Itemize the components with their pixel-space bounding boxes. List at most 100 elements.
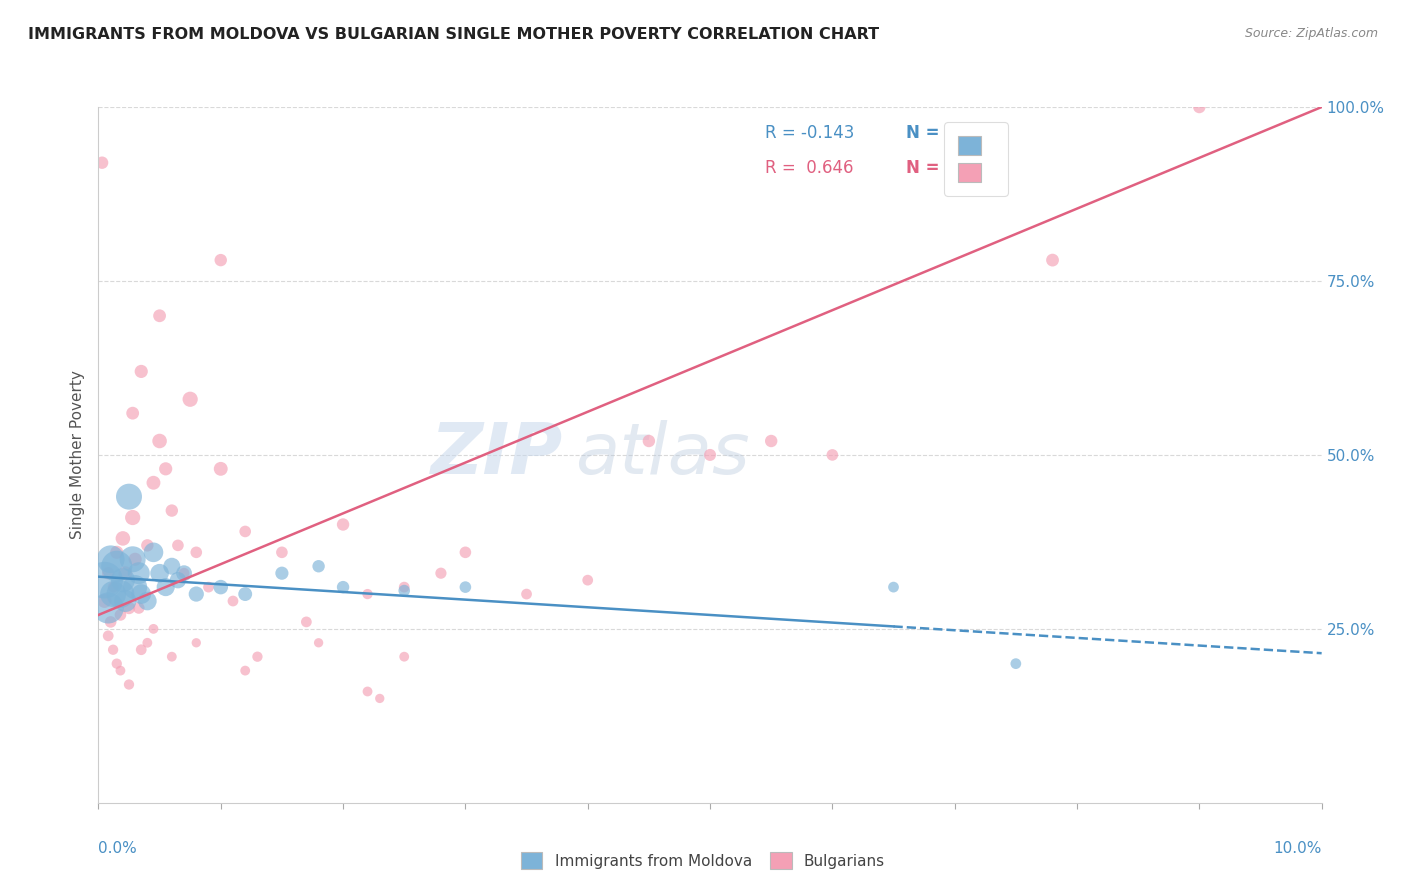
Point xyxy=(516,587,538,601)
Point xyxy=(111,532,134,546)
Legend: , : , xyxy=(945,122,1008,196)
Point xyxy=(101,642,124,657)
Point xyxy=(186,545,208,559)
Point xyxy=(186,636,208,650)
Point xyxy=(110,587,132,601)
Point xyxy=(121,510,143,524)
Point xyxy=(356,587,378,601)
Point xyxy=(110,664,132,678)
Point xyxy=(149,434,172,448)
Point xyxy=(142,475,165,490)
Point xyxy=(233,524,256,539)
Point xyxy=(430,566,453,581)
Point xyxy=(308,636,330,650)
Point xyxy=(160,559,183,574)
Point xyxy=(179,392,201,407)
Text: atlas: atlas xyxy=(575,420,749,490)
Text: IMMIGRANTS FROM MOLDOVA VS BULGARIAN SINGLE MOTHER POVERTY CORRELATION CHART: IMMIGRANTS FROM MOLDOVA VS BULGARIAN SIN… xyxy=(28,27,879,42)
Point xyxy=(167,538,190,552)
Point xyxy=(124,580,146,594)
Point xyxy=(155,580,177,594)
Point xyxy=(105,545,128,559)
Point xyxy=(110,607,132,622)
Point xyxy=(101,587,124,601)
Point xyxy=(105,559,128,574)
Point xyxy=(129,364,152,378)
Point xyxy=(173,566,195,581)
Point xyxy=(124,552,146,566)
Text: R =  0.646: R = 0.646 xyxy=(765,159,853,178)
Point xyxy=(761,434,783,448)
Point xyxy=(118,490,141,504)
Point xyxy=(101,580,124,594)
Point xyxy=(392,649,416,664)
Point xyxy=(821,448,844,462)
Point xyxy=(368,691,391,706)
Point xyxy=(114,566,136,581)
Point xyxy=(883,580,905,594)
Point xyxy=(136,636,159,650)
Point xyxy=(93,594,115,608)
Text: 0.0%: 0.0% xyxy=(98,841,138,856)
Point xyxy=(97,601,120,615)
Point xyxy=(1004,657,1026,671)
Point xyxy=(233,587,256,601)
Point xyxy=(332,517,354,532)
Point xyxy=(93,573,115,587)
Point xyxy=(128,601,150,615)
Point xyxy=(118,601,141,615)
Point xyxy=(233,664,256,678)
Point xyxy=(209,462,232,476)
Y-axis label: Single Mother Poverty: Single Mother Poverty xyxy=(69,370,84,540)
Point xyxy=(111,573,134,587)
Text: 10.0%: 10.0% xyxy=(1274,841,1322,856)
Point xyxy=(454,580,477,594)
Point xyxy=(149,309,172,323)
Point xyxy=(91,155,114,169)
Point xyxy=(160,649,183,664)
Point xyxy=(1188,100,1211,114)
Point xyxy=(160,503,183,517)
Point xyxy=(142,545,165,559)
Point xyxy=(100,615,122,629)
Point xyxy=(209,580,232,594)
Point xyxy=(121,406,143,420)
Point xyxy=(167,573,190,587)
Text: R = -0.143: R = -0.143 xyxy=(765,124,855,143)
Point xyxy=(129,642,152,657)
Point xyxy=(149,566,172,581)
Text: N = 30: N = 30 xyxy=(905,124,969,143)
Point xyxy=(454,545,477,559)
Text: N = 60: N = 60 xyxy=(905,159,967,178)
Point xyxy=(155,462,177,476)
Point xyxy=(246,649,269,664)
Point xyxy=(356,684,378,698)
Point xyxy=(121,552,143,566)
Point xyxy=(97,629,120,643)
Point xyxy=(118,677,141,691)
Point xyxy=(97,566,120,581)
Point xyxy=(1042,253,1064,268)
Point xyxy=(295,615,318,629)
Text: ZIP: ZIP xyxy=(432,420,564,490)
Point xyxy=(308,559,330,574)
Point xyxy=(173,566,195,581)
Point xyxy=(197,580,219,594)
Point xyxy=(114,594,136,608)
Point xyxy=(105,657,128,671)
Point xyxy=(186,587,208,601)
Point xyxy=(576,573,599,587)
Point xyxy=(392,580,416,594)
Legend: Immigrants from Moldova, Bulgarians: Immigrants from Moldova, Bulgarians xyxy=(515,846,891,875)
Point xyxy=(222,594,245,608)
Point xyxy=(142,622,165,636)
Point xyxy=(136,538,159,552)
Point xyxy=(637,434,661,448)
Point xyxy=(699,448,721,462)
Point xyxy=(332,580,354,594)
Point xyxy=(136,594,159,608)
Point xyxy=(209,253,232,268)
Text: Source: ZipAtlas.com: Source: ZipAtlas.com xyxy=(1244,27,1378,40)
Point xyxy=(129,587,152,601)
Point xyxy=(270,545,294,559)
